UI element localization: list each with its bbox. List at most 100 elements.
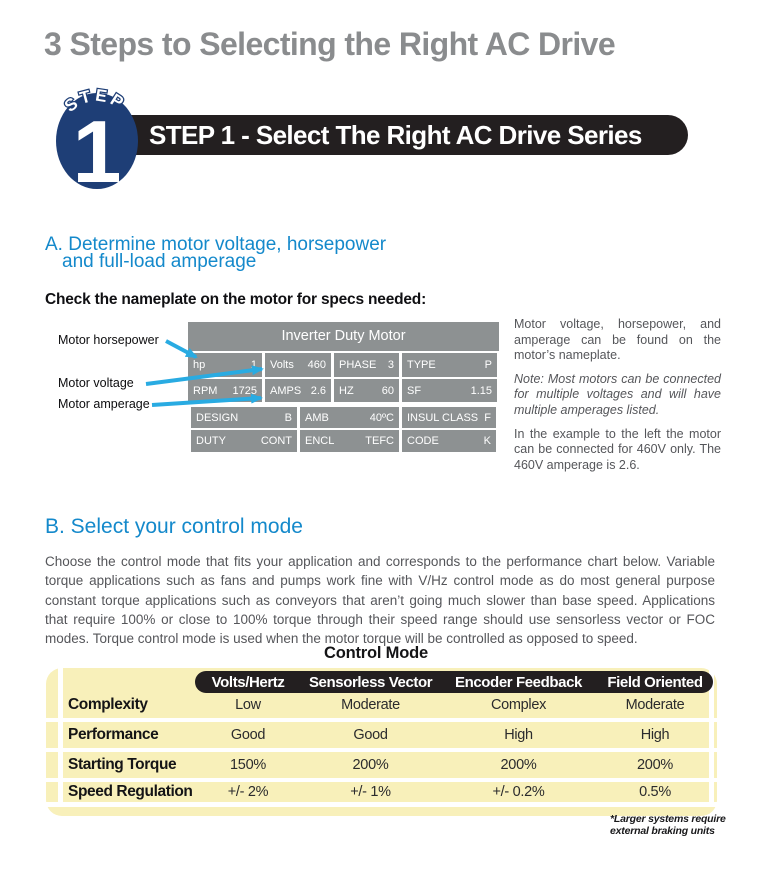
nameplate-cell: HZ 60 bbox=[334, 379, 399, 402]
nameplate-row: DESIGN B AMB 40ºC INSUL CLASS F bbox=[191, 407, 499, 428]
step1-badge-icon: 1 STEP bbox=[56, 85, 138, 197]
nameplate-cell: TYPE P bbox=[402, 353, 497, 377]
nameplate-cell: RPM 1725 bbox=[188, 379, 262, 402]
nameplate-cell: PHASE 3 bbox=[334, 353, 399, 377]
cell-label: TYPE bbox=[407, 359, 436, 371]
table-cell: 200% bbox=[637, 757, 673, 773]
side-paragraph-2: In the example to the left the motor can… bbox=[514, 426, 721, 472]
section-b-paragraph: Choose the control mode that fits your a… bbox=[45, 554, 715, 647]
cell-value: 60 bbox=[381, 384, 394, 397]
table-cell: Moderate bbox=[625, 697, 685, 713]
cell-value: 1725 bbox=[232, 384, 257, 397]
nameplate-side-text: Motor voltage, horsepower, and amperage … bbox=[514, 317, 721, 481]
cell-label: INSUL CLASS bbox=[407, 411, 479, 424]
cell-label: Volts bbox=[270, 359, 294, 371]
nameplate-row: DUTY CONT ENCL TEFC CODE K bbox=[191, 430, 499, 452]
table-right-divider bbox=[709, 668, 714, 802]
table-cell: Good bbox=[230, 727, 266, 743]
table-cell: Low bbox=[235, 697, 261, 713]
row-divider bbox=[46, 718, 717, 722]
row-label: Complexity bbox=[68, 696, 148, 713]
cell-label: SF bbox=[407, 384, 422, 397]
cell-label: ENCL bbox=[305, 435, 335, 447]
motor-nameplate: Inverter Duty Motor hp 1 Volts 460 PHASE 3 … bbox=[188, 322, 499, 454]
cell-value: TEFC bbox=[365, 435, 394, 447]
nameplate-cell: AMPS 2.6 bbox=[265, 379, 331, 402]
section-b-heading: B. Select your control mode bbox=[45, 515, 303, 538]
table-cell: 200% bbox=[352, 757, 389, 773]
column-header: Encoder Feedback bbox=[454, 673, 582, 691]
table-row: Complexity Low Moderate Complex Moderate bbox=[46, 692, 717, 718]
callout-horsepower: Motor horsepower bbox=[58, 333, 159, 347]
page-title: 3 Steps to Selecting the Right AC Drive bbox=[44, 26, 616, 62]
cell-label: HZ bbox=[339, 384, 354, 397]
nameplate-cell: AMB 40ºC bbox=[300, 407, 399, 428]
side-paragraph-1: Motor voltage, horsepower, and amperage … bbox=[514, 317, 721, 363]
table-row: Performance Good Good High High bbox=[46, 722, 717, 748]
cell-value: 40ºC bbox=[369, 411, 394, 424]
nameplate-row: RPM 1725 AMPS 2.6 HZ 60 SF 1.15 bbox=[188, 379, 499, 402]
cell-value: CONT bbox=[260, 435, 292, 447]
section-a-heading: A. Determine motor voltage, horsepower a… bbox=[45, 234, 387, 272]
nameplate-subheading: Check the nameplate on the motor for spe… bbox=[45, 291, 427, 308]
table-cell: Good bbox=[353, 727, 388, 743]
cell-value: 1.15 bbox=[470, 384, 492, 397]
cell-value: 3 bbox=[387, 359, 394, 371]
row-divider bbox=[46, 802, 717, 807]
nameplate-cell: Volts 460 bbox=[265, 353, 331, 377]
nameplate-cell: SF 1.15 bbox=[402, 379, 497, 402]
table-cell: High bbox=[504, 727, 533, 743]
nameplate-row: hp 1 Volts 460 PHASE 3 TYPE P bbox=[188, 353, 499, 377]
nameplate-title: Inverter Duty Motor bbox=[188, 322, 499, 351]
control-mode-table: Volts/Hertz Sensorless Vector Encoder Fe… bbox=[46, 668, 717, 816]
nameplate-cell: CODE K bbox=[402, 430, 496, 452]
control-mode-header-row: Volts/Hertz Sensorless Vector Encoder Fe… bbox=[195, 671, 713, 693]
column-header: Volts/Hertz bbox=[211, 673, 285, 691]
section-a-heading-line1: A. Determine motor voltage, horsepower bbox=[45, 234, 387, 255]
cell-label: PHASE bbox=[339, 359, 377, 371]
cell-value: F bbox=[484, 411, 491, 424]
row-label: Speed Regulation bbox=[68, 783, 193, 800]
cell-value: K bbox=[483, 435, 491, 447]
nameplate-cell: DESIGN B bbox=[191, 407, 297, 428]
nameplate-cell: DUTY CONT bbox=[191, 430, 297, 452]
table-cell: Complex bbox=[490, 697, 547, 713]
nameplate-cell: ENCL TEFC bbox=[300, 430, 399, 452]
table-cell: 0.5% bbox=[639, 784, 671, 800]
braking-footnote: *Larger systems require external braking… bbox=[610, 813, 726, 837]
cell-label: hp bbox=[193, 359, 206, 371]
badge-number: 1 bbox=[73, 102, 122, 197]
table-left-divider bbox=[58, 668, 63, 802]
step1-banner: STEP 1 - Select The Right AC Drive Serie… bbox=[114, 115, 688, 155]
row-divider bbox=[46, 748, 717, 752]
table-row: Starting Torque 150% 200% 200% 200% bbox=[46, 752, 717, 778]
cell-label: AMB bbox=[305, 411, 329, 424]
cell-value: 2.6 bbox=[310, 384, 326, 397]
row-label: Performance bbox=[68, 726, 159, 743]
footnote-line2: external braking units bbox=[610, 824, 715, 837]
callout-amperage: Motor amperage bbox=[58, 397, 150, 411]
table-cell: Moderate bbox=[341, 697, 400, 713]
table-cell: High bbox=[640, 727, 670, 743]
nameplate-cell: INSUL CLASS F bbox=[402, 407, 496, 428]
cell-value: 1 bbox=[250, 359, 257, 371]
table-cell: +/- 1% bbox=[350, 784, 391, 800]
row-divider bbox=[46, 778, 717, 782]
cell-label: DESIGN bbox=[196, 411, 239, 424]
column-header: Field Oriented bbox=[607, 673, 703, 691]
section-a-heading-line2: and full-load amperage bbox=[62, 251, 257, 272]
control-mode-title: Control Mode bbox=[324, 644, 428, 662]
row-label: Starting Torque bbox=[68, 756, 177, 773]
table-cell: 150% bbox=[230, 757, 266, 773]
cell-label: AMPS bbox=[270, 384, 302, 397]
cell-value: 460 bbox=[307, 359, 326, 371]
cell-label: CODE bbox=[407, 435, 439, 447]
table-cell: +/- 2% bbox=[227, 784, 269, 800]
nameplate-cell: hp 1 bbox=[188, 353, 262, 377]
footnote-line1: *Larger systems require bbox=[610, 813, 726, 825]
table-cell: 200% bbox=[500, 757, 537, 773]
cell-value: P bbox=[484, 359, 492, 371]
column-header: Sensorless Vector bbox=[308, 673, 433, 691]
cell-label: RPM bbox=[193, 384, 218, 397]
